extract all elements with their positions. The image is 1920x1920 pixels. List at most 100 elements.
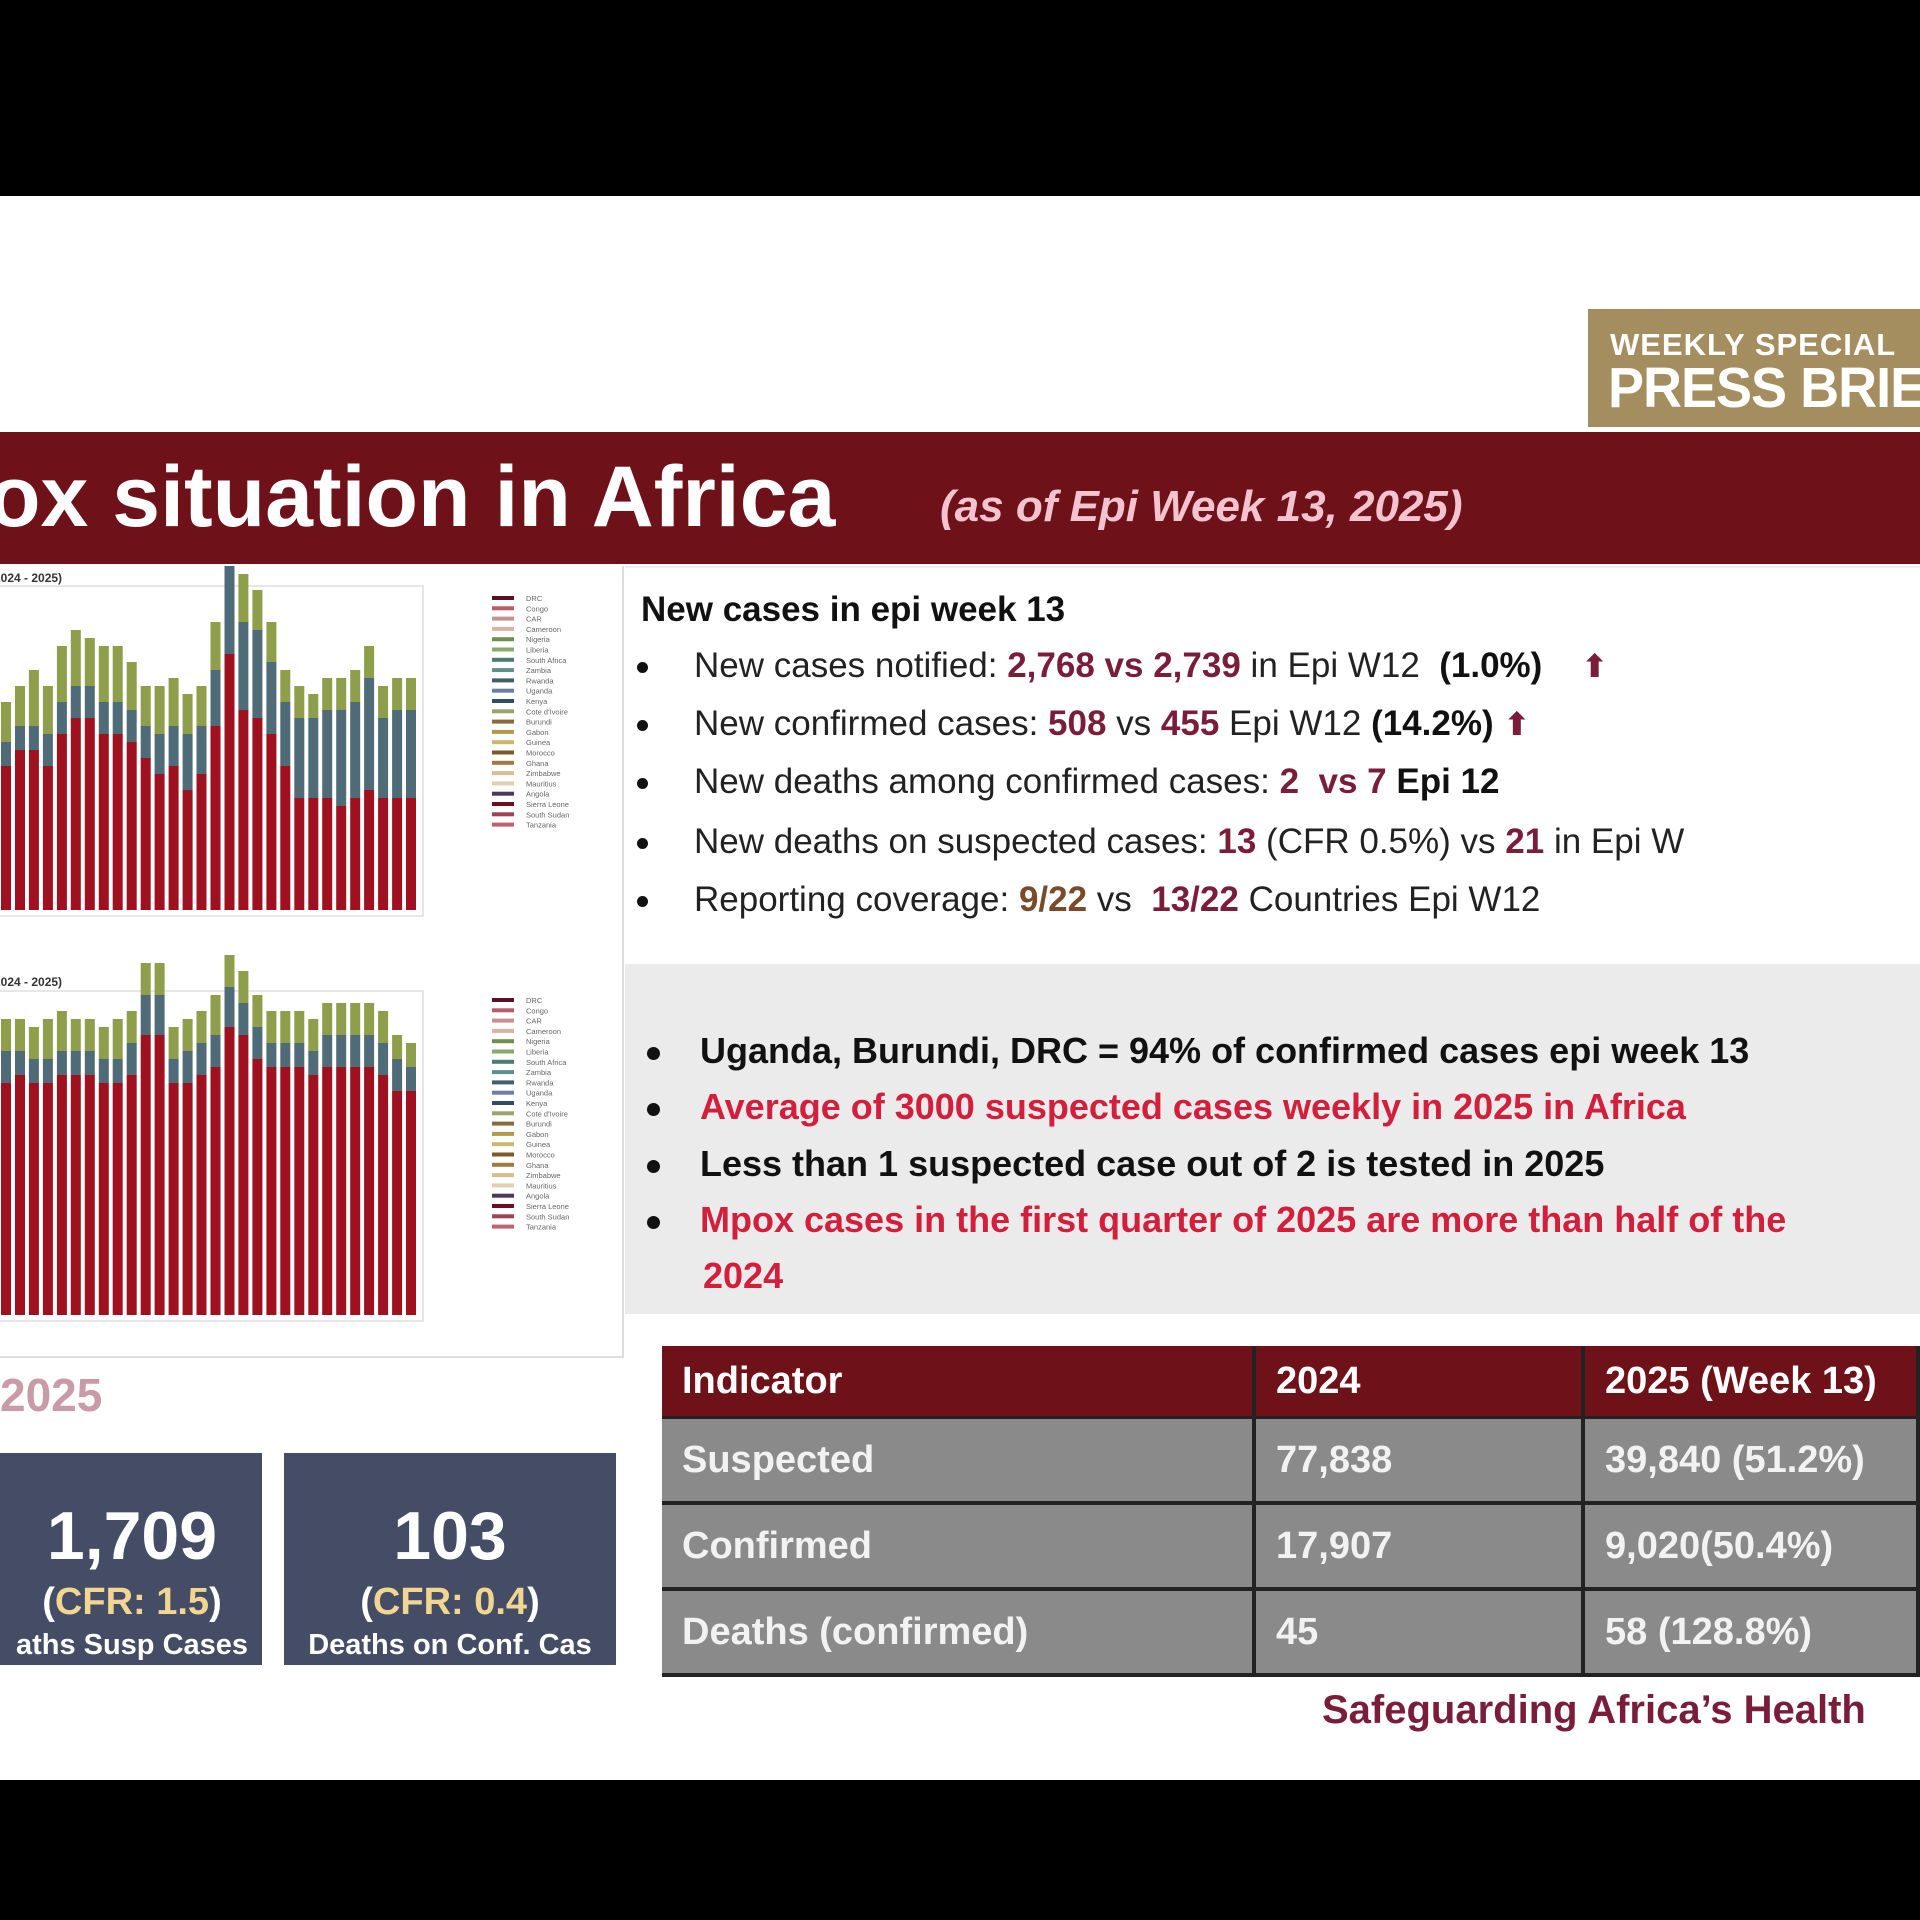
legend-label: Tanzania xyxy=(526,821,557,830)
legend-swatch xyxy=(492,1049,514,1054)
chart-bar xyxy=(280,1067,291,1315)
chart-bar xyxy=(378,798,389,910)
legend-swatch xyxy=(492,616,514,621)
legend-label: Zambia xyxy=(526,1068,552,1077)
chart-bar xyxy=(392,1091,403,1315)
legend-swatch xyxy=(492,647,514,652)
legend-label: Ghana xyxy=(526,1161,549,1170)
stat-cfr: (CFR: 0.4) xyxy=(284,1581,616,1624)
legend-swatch xyxy=(492,668,514,673)
year-label: 2025 xyxy=(0,1369,103,1421)
chart-bar xyxy=(238,1003,249,1035)
chart-bar xyxy=(168,1027,179,1059)
chart-bar xyxy=(336,1067,347,1315)
chart-bar xyxy=(15,1075,25,1315)
chart-bar xyxy=(364,646,375,678)
chart-bar xyxy=(1,1051,11,1083)
chart-bar xyxy=(1,742,11,766)
table-header-row: Indicator 2024 2025 (Week 13) xyxy=(662,1346,1920,1419)
chart-bar xyxy=(280,1011,291,1043)
badge-line-2: PRESS BRIEFI xyxy=(1608,356,1920,420)
chart-bar xyxy=(140,1035,151,1315)
chart-bar xyxy=(42,1059,53,1083)
legend-swatch xyxy=(492,606,514,611)
chart-bar xyxy=(392,1035,403,1059)
chart-bar xyxy=(196,726,207,774)
chart-bar xyxy=(154,1035,165,1315)
legend-label: Gabon xyxy=(526,728,549,737)
legend-label: Uganda xyxy=(526,687,553,696)
legend-label: Uganda xyxy=(526,1089,553,1098)
press-briefing-badge: WEEKLY SPECIAL PRESS BRIEFI xyxy=(1588,309,1920,427)
highlights-box: Uganda, Burundi, DRC = 94% of confirmed … xyxy=(625,964,1920,1314)
chart-bar xyxy=(322,678,333,710)
chart-bar xyxy=(322,1035,333,1067)
chart-bar xyxy=(112,1059,123,1083)
chart-bar xyxy=(350,1003,361,1035)
legend-label: Guinea xyxy=(526,1140,551,1149)
chart-bar xyxy=(98,1027,109,1059)
legend-label: Angola xyxy=(526,1192,550,1201)
legend-swatch xyxy=(492,729,514,734)
table-row: Deaths (confirmed) 45 58 (128.8%) xyxy=(662,1589,1920,1677)
slide-title: ox situation in Africa xyxy=(0,449,836,545)
new-cases-title: New cases in epi week 13 xyxy=(641,590,1066,629)
indicator-table: Indicator 2024 2025 (Week 13) Suspected … xyxy=(662,1346,1920,1677)
chart-bar xyxy=(364,678,375,790)
highlight-text: Average of 3000 suspected cases weekly i… xyxy=(700,1086,1686,1127)
legend-label: Nigeria xyxy=(526,635,551,644)
chart-bar xyxy=(56,1075,67,1315)
bullet-dot xyxy=(637,838,648,850)
chart-bar xyxy=(42,1019,53,1059)
chart-bar xyxy=(252,718,263,910)
chart-bar xyxy=(154,963,165,995)
legend-label: Angola xyxy=(526,790,550,799)
bullet-deaths-suspected: New deaths on suspected cases: 13 (CFR 0… xyxy=(637,822,1684,862)
chart-bar xyxy=(266,1011,277,1043)
legend-label: Guinea xyxy=(526,738,551,747)
chart-bar xyxy=(294,686,305,718)
chart-bar xyxy=(350,1035,361,1067)
chart-bar xyxy=(126,1075,137,1315)
chart-bar xyxy=(210,995,221,1035)
legend-swatch xyxy=(492,1121,514,1126)
chart-bar xyxy=(336,806,347,910)
table-header-cell: 2024 xyxy=(1254,1346,1585,1419)
chart-bar xyxy=(42,766,53,910)
legend-swatch xyxy=(492,1008,514,1013)
chart-bar xyxy=(112,702,123,734)
chart-bar xyxy=(364,790,375,910)
new-cases-box: New cases in epi week 13 New cases notif… xyxy=(625,566,1920,960)
legend-swatch xyxy=(492,1111,514,1116)
chart-bar xyxy=(56,702,67,734)
legend-label: Liberia xyxy=(526,1048,549,1057)
chart-bar xyxy=(112,646,123,702)
legend-label: Cameroon xyxy=(526,625,561,634)
legend-label: Cote d'Ivoire xyxy=(526,1109,568,1118)
chart-bar xyxy=(238,622,249,710)
legend-label: Zambia xyxy=(526,666,552,675)
bullet-dot xyxy=(647,1046,660,1060)
chart-bar xyxy=(182,790,193,910)
chart-bar xyxy=(42,1083,53,1315)
legend-swatch xyxy=(492,1059,514,1064)
slide-subtitle: (as of Epi Week 13, 2025) xyxy=(940,482,1463,531)
bullet-dot xyxy=(637,720,648,732)
legend-label: Mauritius xyxy=(526,779,557,788)
chart-bar xyxy=(308,1075,319,1315)
chart-bar xyxy=(350,1067,361,1315)
chart-bar xyxy=(364,1067,375,1315)
table-cell: 77,838 xyxy=(1254,1417,1585,1505)
chart-bar xyxy=(210,726,221,910)
legend-label: Rwanda xyxy=(526,1078,554,1087)
legend-swatch xyxy=(492,699,514,703)
bullet-rest: in Epi W12 xyxy=(1250,646,1420,685)
chart-bar xyxy=(336,1035,347,1067)
chart-bar xyxy=(210,1035,221,1067)
chart-bar xyxy=(84,718,95,910)
legend-swatch xyxy=(492,998,514,1002)
legend-label: Nigeria xyxy=(526,1037,551,1046)
chart-bar xyxy=(210,670,221,726)
chart-bar xyxy=(98,734,109,910)
stat-cfr: (CFR: 1.5) xyxy=(0,1581,262,1624)
